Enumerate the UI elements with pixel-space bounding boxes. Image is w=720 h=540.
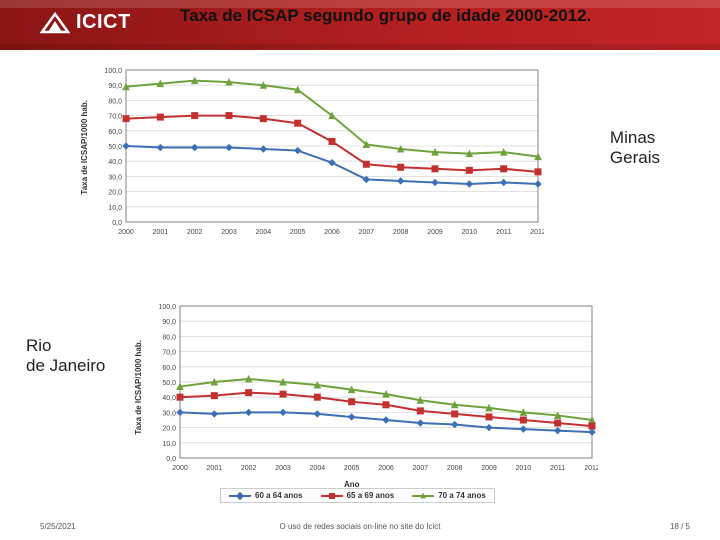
svg-text:20,0: 20,0 [162, 426, 176, 433]
svg-text:2000: 2000 [172, 465, 188, 472]
svg-text:2002: 2002 [187, 229, 203, 236]
logo-icon [40, 10, 70, 34]
svg-text:40,0: 40,0 [108, 159, 122, 166]
svg-text:2002: 2002 [241, 465, 257, 472]
svg-text:0,0: 0,0 [112, 220, 122, 227]
legend-label: 60 a 64 anos [255, 491, 303, 500]
svg-text:50,0: 50,0 [108, 144, 122, 151]
svg-text:2009: 2009 [427, 229, 443, 236]
svg-text:10,0: 10,0 [162, 441, 176, 448]
svg-text:90,0: 90,0 [162, 319, 176, 326]
svg-text:30,0: 30,0 [162, 410, 176, 417]
svg-text:70,0: 70,0 [162, 350, 176, 357]
svg-text:2007: 2007 [413, 465, 429, 472]
yaxis-label-top: Taxa de ICSAP/1000 hab. [80, 100, 89, 195]
svg-text:0,0: 0,0 [166, 456, 176, 463]
legend-label: 65 a 69 anos [347, 491, 395, 500]
legend-item-65-69: 65 a 69 anos [321, 491, 395, 500]
legend-item-60-64: 60 a 64 anos [229, 491, 303, 500]
svg-text:2001: 2001 [207, 465, 223, 472]
svg-text:2005: 2005 [344, 465, 360, 472]
svg-text:2011: 2011 [496, 229, 511, 236]
svg-text:2004: 2004 [256, 229, 272, 236]
svg-text:60,0: 60,0 [162, 365, 176, 372]
logo-text: ICICT [76, 11, 131, 34]
legend-label: 70 a 74 anos [438, 491, 486, 500]
svg-text:2010: 2010 [462, 229, 478, 236]
chart-rj: 0,0 10,0 20,0 30,0 40,0 50,0 60,0 70,0 80,0 90,0 1… [150, 300, 598, 480]
footer-page: 18 / 5 [670, 522, 690, 531]
svg-text:2012: 2012 [584, 465, 598, 472]
svg-text:80,0: 80,0 [162, 334, 176, 341]
svg-text:90,0: 90,0 [108, 83, 122, 90]
svg-text:80,0: 80,0 [108, 98, 122, 105]
svg-text:2011: 2011 [550, 465, 565, 472]
logo: ICICT [40, 10, 131, 34]
footer-mid: O uso de redes sociais on-line no site d… [280, 522, 441, 531]
svg-text:10,0: 10,0 [108, 205, 122, 212]
chart-mg: 0,0 10,0 20,0 30,0 40,0 50,0 60,0 70,0 80,0 90,0 1… [96, 64, 544, 244]
svg-text:70,0: 70,0 [108, 114, 122, 121]
svg-text:2007: 2007 [359, 229, 375, 236]
svg-text:2003: 2003 [275, 465, 291, 472]
svg-text:2004: 2004 [310, 465, 326, 472]
svg-text:2001: 2001 [153, 229, 169, 236]
footer: 5/25/2021 O uso de redes sociais on-line… [0, 522, 720, 536]
svg-text:60,0: 60,0 [108, 129, 122, 136]
svg-text:2003: 2003 [221, 229, 237, 236]
svg-text:2008: 2008 [393, 229, 409, 236]
svg-text:2009: 2009 [481, 465, 497, 472]
svg-text:100,0: 100,0 [104, 68, 122, 75]
svg-text:50,0: 50,0 [162, 380, 176, 387]
svg-text:40,0: 40,0 [162, 395, 176, 402]
svg-text:2010: 2010 [516, 465, 532, 472]
svg-text:2000: 2000 [118, 229, 134, 236]
svg-text:2006: 2006 [378, 465, 394, 472]
svg-text:2008: 2008 [447, 465, 463, 472]
svg-text:2006: 2006 [324, 229, 340, 236]
svg-text:30,0: 30,0 [108, 174, 122, 181]
footer-date: 5/25/2021 [40, 522, 76, 531]
legend-item-70-74: 70 a 74 anos [412, 491, 486, 500]
page-title: Taxa de ICSAP segundo grupo de idade 200… [180, 6, 710, 26]
svg-text:20,0: 20,0 [108, 190, 122, 197]
yaxis-label-bottom: Taxa de ICSAP/1000 hab. [134, 340, 143, 435]
region-label-mg: MinasGerais [610, 128, 660, 168]
svg-text:2005: 2005 [290, 229, 306, 236]
svg-text:100,0: 100,0 [158, 304, 176, 311]
region-label-rj: Riode Janeiro [26, 336, 105, 376]
svg-text:2012: 2012 [530, 229, 544, 236]
legend: 60 a 64 anos 65 a 69 anos 70 a 74 anos [220, 488, 495, 503]
